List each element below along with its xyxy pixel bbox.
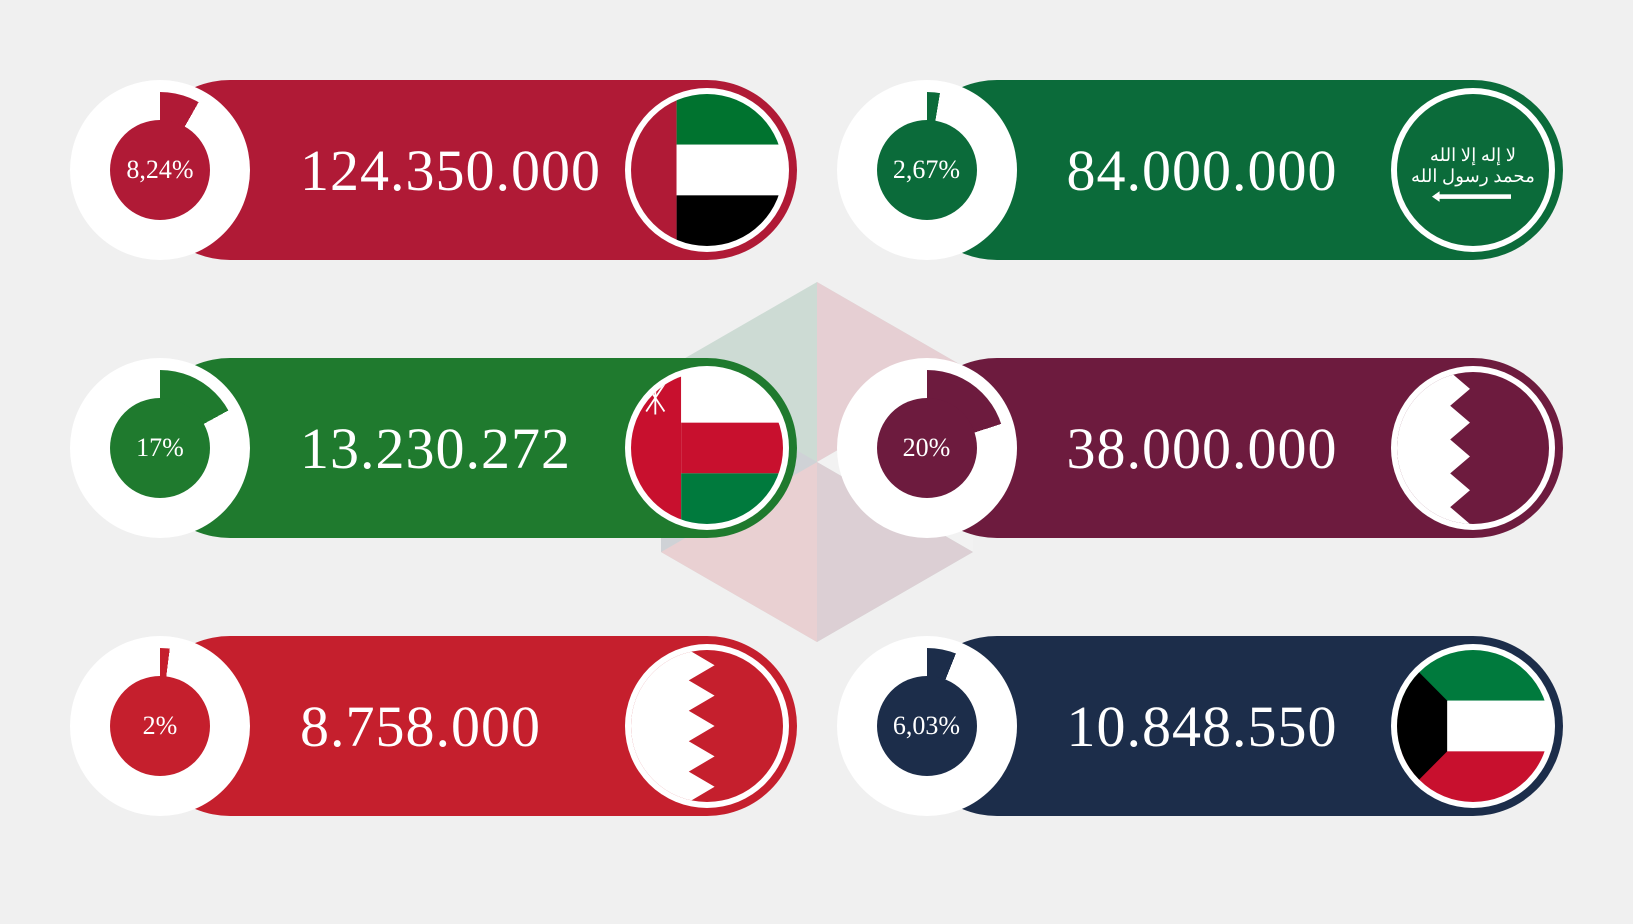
pct-label: 6,03%: [877, 676, 977, 776]
country-card-kuwait: 10.848.550 6,03%: [837, 636, 1564, 816]
stat-value: 8.758.000: [300, 693, 541, 760]
uae-flag-icon: [625, 88, 789, 252]
pct-label: 20%: [877, 398, 977, 498]
country-card-bahrain: 8.758.000 2%: [70, 636, 797, 816]
stat-value: 10.848.550: [1067, 693, 1338, 760]
pct-label: 8,24%: [110, 120, 210, 220]
pct-donut: 8,24%: [70, 80, 250, 260]
pct-donut: 6,03%: [837, 636, 1017, 816]
country-grid: 124.350.000 8,24% 84.000.000 2,67% لا إله …: [0, 0, 1633, 924]
svg-text:محمد رسول الله: محمد رسول الله: [1411, 166, 1535, 187]
svg-text:لا إله إلا الله: لا إله إلا الله: [1430, 145, 1516, 166]
country-card-oman: 13.230.272 17%: [70, 358, 797, 538]
pct-donut: 2%: [70, 636, 250, 816]
pct-label: 17%: [110, 398, 210, 498]
pct-donut: 2,67%: [837, 80, 1017, 260]
pct-label: 2%: [110, 676, 210, 776]
kuwait-flag-icon: [1391, 644, 1555, 808]
pct-donut: 17%: [70, 358, 250, 538]
pct-donut: 20%: [837, 358, 1017, 538]
oman-flag-icon: [625, 366, 789, 530]
bahrain-flag-icon: [625, 644, 789, 808]
stat-value: 38.000.000: [1067, 415, 1338, 482]
stat-value: 124.350.000: [300, 137, 601, 204]
country-card-qatar: 38.000.000 20%: [837, 358, 1564, 538]
country-card-ksa: 84.000.000 2,67% لا إله إلا الله محمد رسو…: [837, 80, 1564, 260]
pct-label: 2,67%: [877, 120, 977, 220]
qatar-flag-icon: [1391, 366, 1555, 530]
stat-value: 84.000.000: [1067, 137, 1338, 204]
country-card-uae: 124.350.000 8,24%: [70, 80, 797, 260]
stat-value: 13.230.272: [300, 415, 571, 482]
ksa-flag-icon: لا إله إلا الله محمد رسول الله: [1391, 88, 1555, 252]
